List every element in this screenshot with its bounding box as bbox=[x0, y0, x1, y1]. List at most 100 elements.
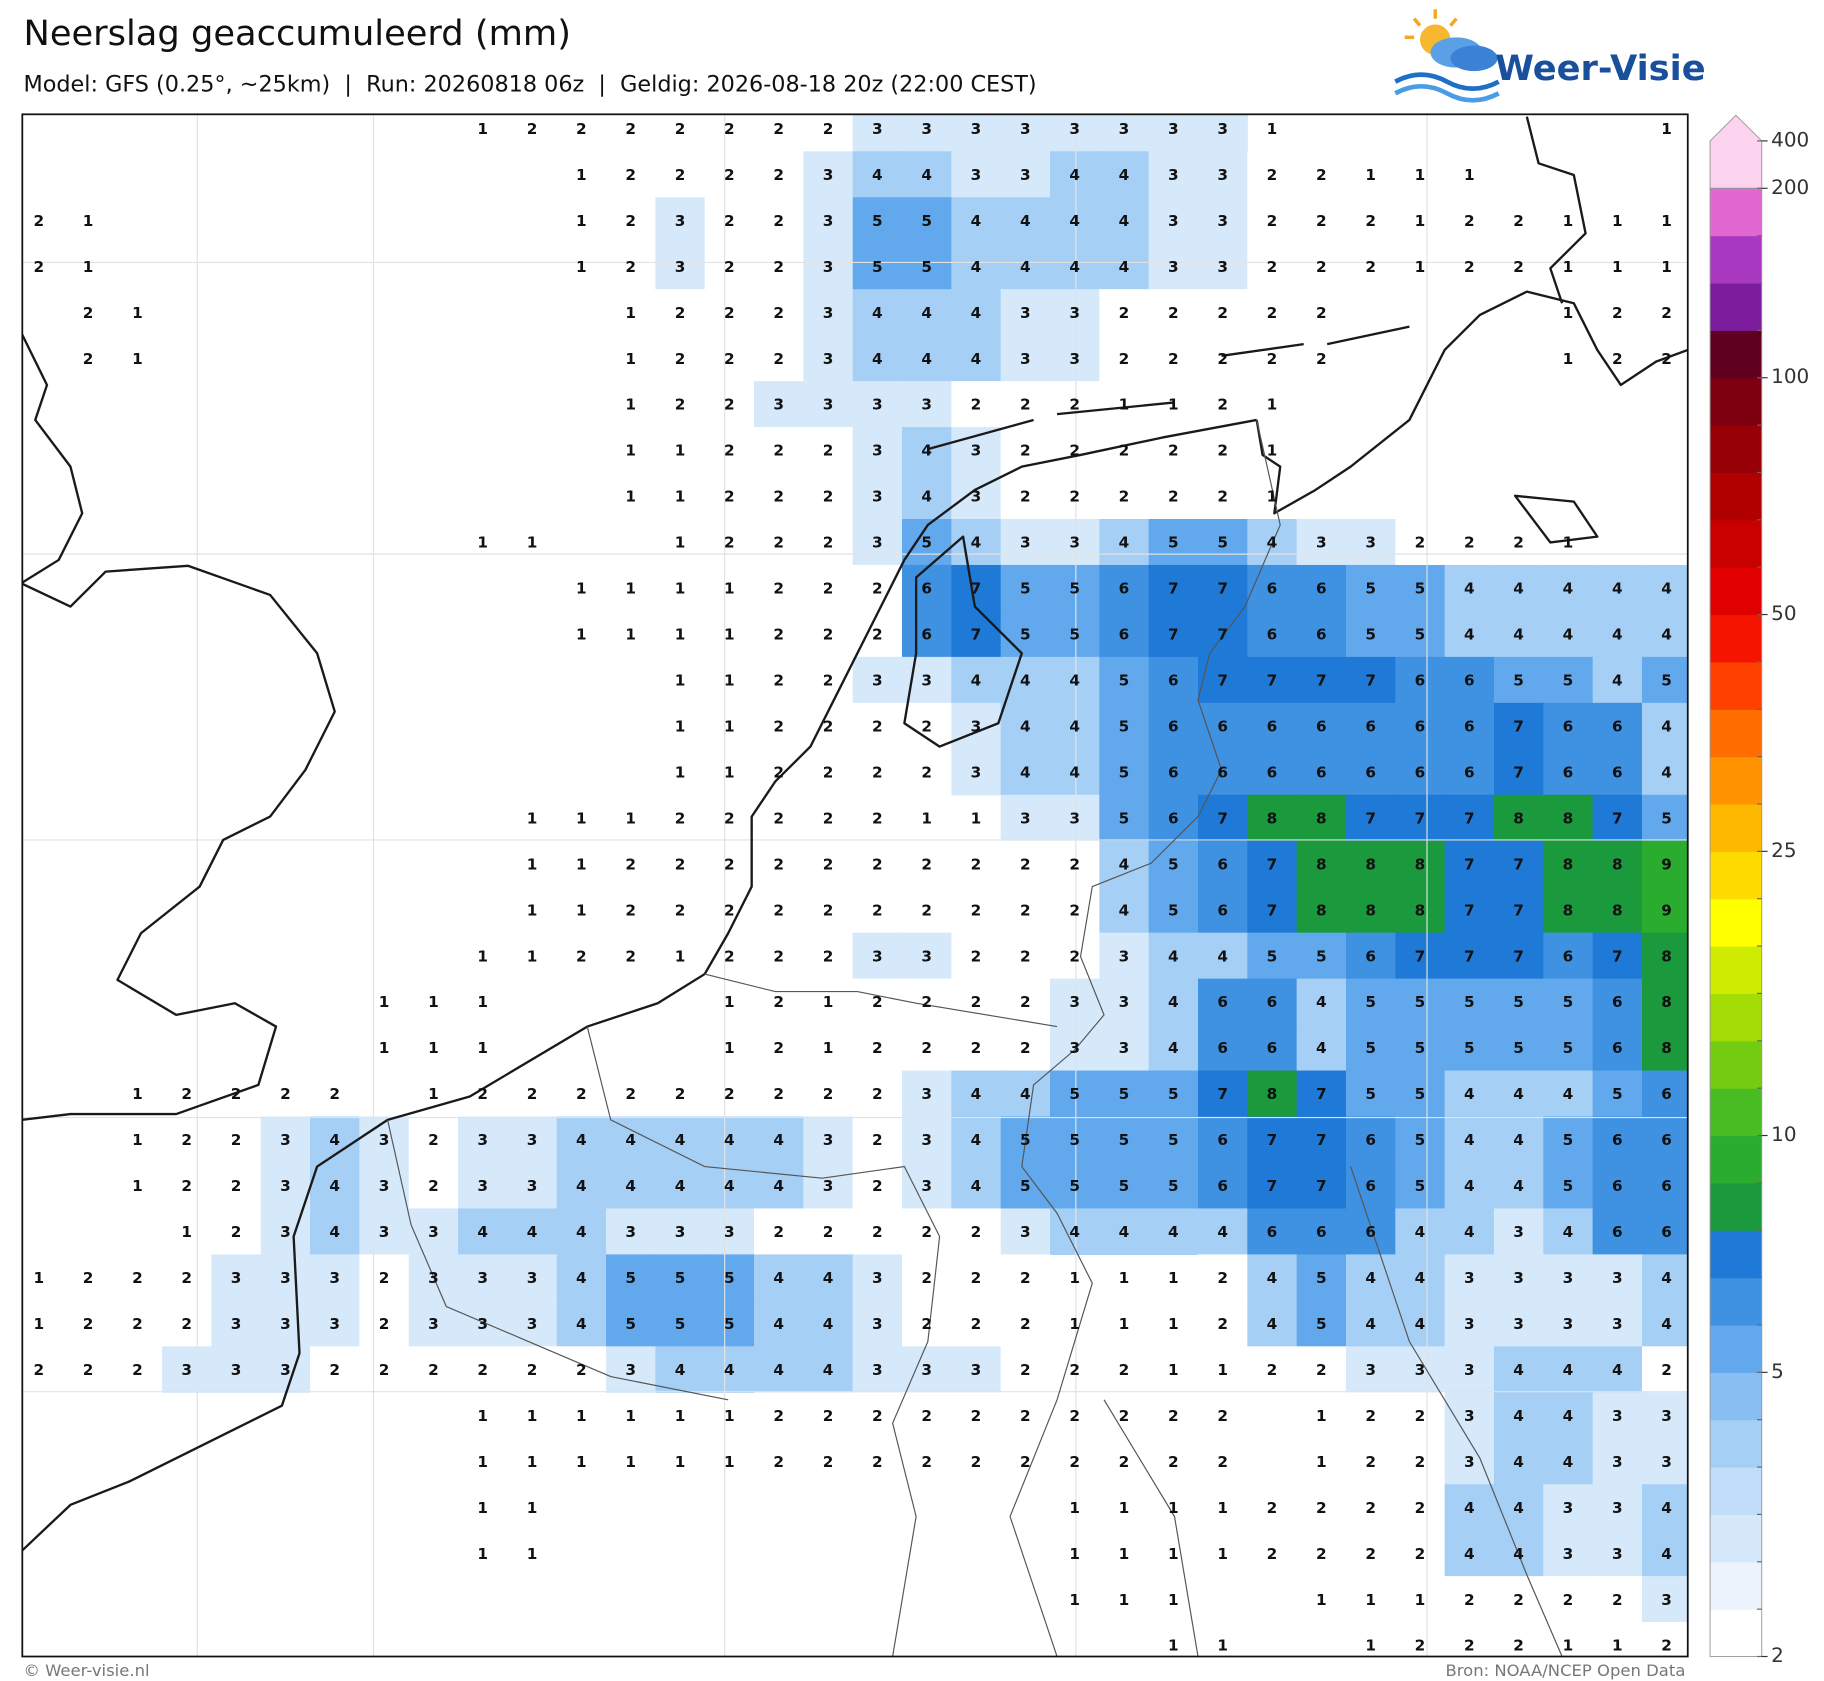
grid-value: 5 bbox=[1119, 672, 1130, 690]
grid-value: 1 bbox=[1563, 304, 1574, 322]
grid-value: 2 bbox=[823, 488, 834, 506]
precip-cell bbox=[1444, 1530, 1495, 1577]
precip-cell bbox=[704, 518, 755, 566]
precip-cell bbox=[902, 610, 952, 658]
grid-value: 2 bbox=[823, 1223, 834, 1241]
grid-value: 2 bbox=[1020, 855, 1031, 873]
precip-cell bbox=[1641, 794, 1688, 842]
precip-cell bbox=[1641, 1116, 1688, 1164]
grid-value: 1 bbox=[477, 534, 488, 552]
precip-cell bbox=[458, 1254, 508, 1301]
precip-cell bbox=[1493, 1484, 1544, 1531]
precip-cell bbox=[1345, 886, 1396, 934]
grid-value: 1 bbox=[527, 1453, 538, 1471]
precip-cell bbox=[556, 1300, 607, 1347]
grid-value: 2 bbox=[625, 947, 636, 965]
precip-cell bbox=[803, 151, 854, 198]
grid-value: 3 bbox=[379, 1223, 390, 1241]
precip-cell bbox=[754, 1208, 804, 1255]
precip-cell bbox=[1592, 1208, 1643, 1255]
precip-cell bbox=[1197, 427, 1248, 474]
precip-cell bbox=[1148, 932, 1199, 980]
grid-value: 1 bbox=[1119, 1499, 1130, 1517]
grid-value: 2 bbox=[724, 258, 735, 276]
grid-value: 1 bbox=[477, 947, 488, 965]
grid-value: 3 bbox=[823, 396, 834, 414]
precip-cell bbox=[1543, 656, 1594, 704]
grid-value: 2 bbox=[1316, 1545, 1327, 1563]
precip-cell bbox=[1099, 610, 1150, 658]
precip-cell bbox=[1543, 1576, 1594, 1623]
grid-value: 8 bbox=[1612, 901, 1623, 919]
grid-value: 2 bbox=[379, 1315, 390, 1333]
precip-cell bbox=[951, 518, 1002, 566]
grid-value: 1 bbox=[576, 258, 587, 276]
grid-value: 4 bbox=[1661, 718, 1672, 736]
precip-cell bbox=[260, 1346, 311, 1393]
grid-value: 3 bbox=[428, 1269, 439, 1287]
precip-cell bbox=[606, 840, 656, 888]
precip-cell bbox=[1000, 748, 1051, 796]
colorbar-segment bbox=[1710, 188, 1762, 237]
grid-value: 2 bbox=[1020, 1407, 1031, 1425]
grid-value: 3 bbox=[971, 763, 982, 781]
precip-cell bbox=[606, 1162, 656, 1210]
grid-value: 2 bbox=[675, 120, 686, 138]
precip-cell bbox=[1296, 1070, 1347, 1118]
precip-cell bbox=[1247, 289, 1298, 336]
precip-cell bbox=[1444, 1208, 1495, 1255]
grid-value: 3 bbox=[1661, 1591, 1672, 1609]
precip-cell bbox=[1543, 1484, 1594, 1531]
precip-cell bbox=[1197, 564, 1248, 612]
grid-value: 3 bbox=[1020, 304, 1031, 322]
precip-cell bbox=[359, 1208, 410, 1255]
grid-value: 2 bbox=[872, 718, 883, 736]
precip-cell bbox=[754, 518, 804, 566]
grid-value: 3 bbox=[921, 947, 932, 965]
grid-value: 4 bbox=[773, 1177, 784, 1195]
grid-value: 2 bbox=[1119, 350, 1130, 368]
grid-value: 2 bbox=[921, 1269, 932, 1287]
precip-cell bbox=[1592, 610, 1643, 658]
precip-cell bbox=[754, 932, 804, 980]
grid-value: 2 bbox=[971, 1039, 982, 1057]
grid-value: 7 bbox=[1513, 718, 1524, 736]
colorbar-segment bbox=[1710, 519, 1762, 568]
grid-value: 2 bbox=[872, 855, 883, 873]
grid-value: 5 bbox=[1513, 672, 1524, 690]
precip-cell bbox=[1493, 1622, 1544, 1657]
grid-value: 2 bbox=[625, 258, 636, 276]
precip-cell bbox=[1641, 932, 1688, 980]
precip-cell bbox=[1247, 1116, 1298, 1164]
grid-value: 4 bbox=[921, 166, 932, 184]
precip-cell bbox=[1000, 702, 1051, 750]
precip-cell bbox=[1148, 1024, 1199, 1072]
precip-cell bbox=[1000, 1208, 1051, 1255]
value-labels: 1 2 2 2 2 2 2 2 3 3 3 3 3 3 3 3 1 1 1 2 2 2 2 3 4 4 3 3 4 4 3 3 2 2 1 1 1 2 1 1… bbox=[33, 120, 1671, 1655]
grid-value: 4 bbox=[823, 1361, 834, 1379]
grid-value: 2 bbox=[921, 1407, 932, 1425]
precip-cell bbox=[1247, 932, 1298, 980]
grid-value: 2 bbox=[872, 901, 883, 919]
grid-value: 6 bbox=[1612, 1131, 1623, 1149]
grid-value: 3 bbox=[823, 212, 834, 230]
precip-cell bbox=[507, 1162, 558, 1210]
precip-cell bbox=[1050, 656, 1100, 704]
grid-value: 3 bbox=[823, 350, 834, 368]
precip-cell bbox=[852, 243, 903, 290]
basemap bbox=[22, 114, 1688, 1657]
grid-value: 2 bbox=[132, 1361, 143, 1379]
grid-value: 3 bbox=[1612, 1545, 1623, 1563]
grid-value: 4 bbox=[1513, 1453, 1524, 1471]
grid-value: 5 bbox=[1563, 993, 1574, 1011]
grid-value: 4 bbox=[1119, 855, 1130, 873]
grid-value: 2 bbox=[971, 1407, 982, 1425]
precip-cell bbox=[1247, 1024, 1298, 1072]
grid-value: 1 bbox=[477, 1453, 488, 1471]
grid-value: 5 bbox=[1365, 993, 1376, 1011]
grid-value: 2 bbox=[773, 947, 784, 965]
colorbar-segment bbox=[1710, 851, 1762, 900]
grid-value: 2 bbox=[1020, 442, 1031, 460]
precip-cell bbox=[1050, 1346, 1100, 1393]
grid-value: 2 bbox=[675, 350, 686, 368]
